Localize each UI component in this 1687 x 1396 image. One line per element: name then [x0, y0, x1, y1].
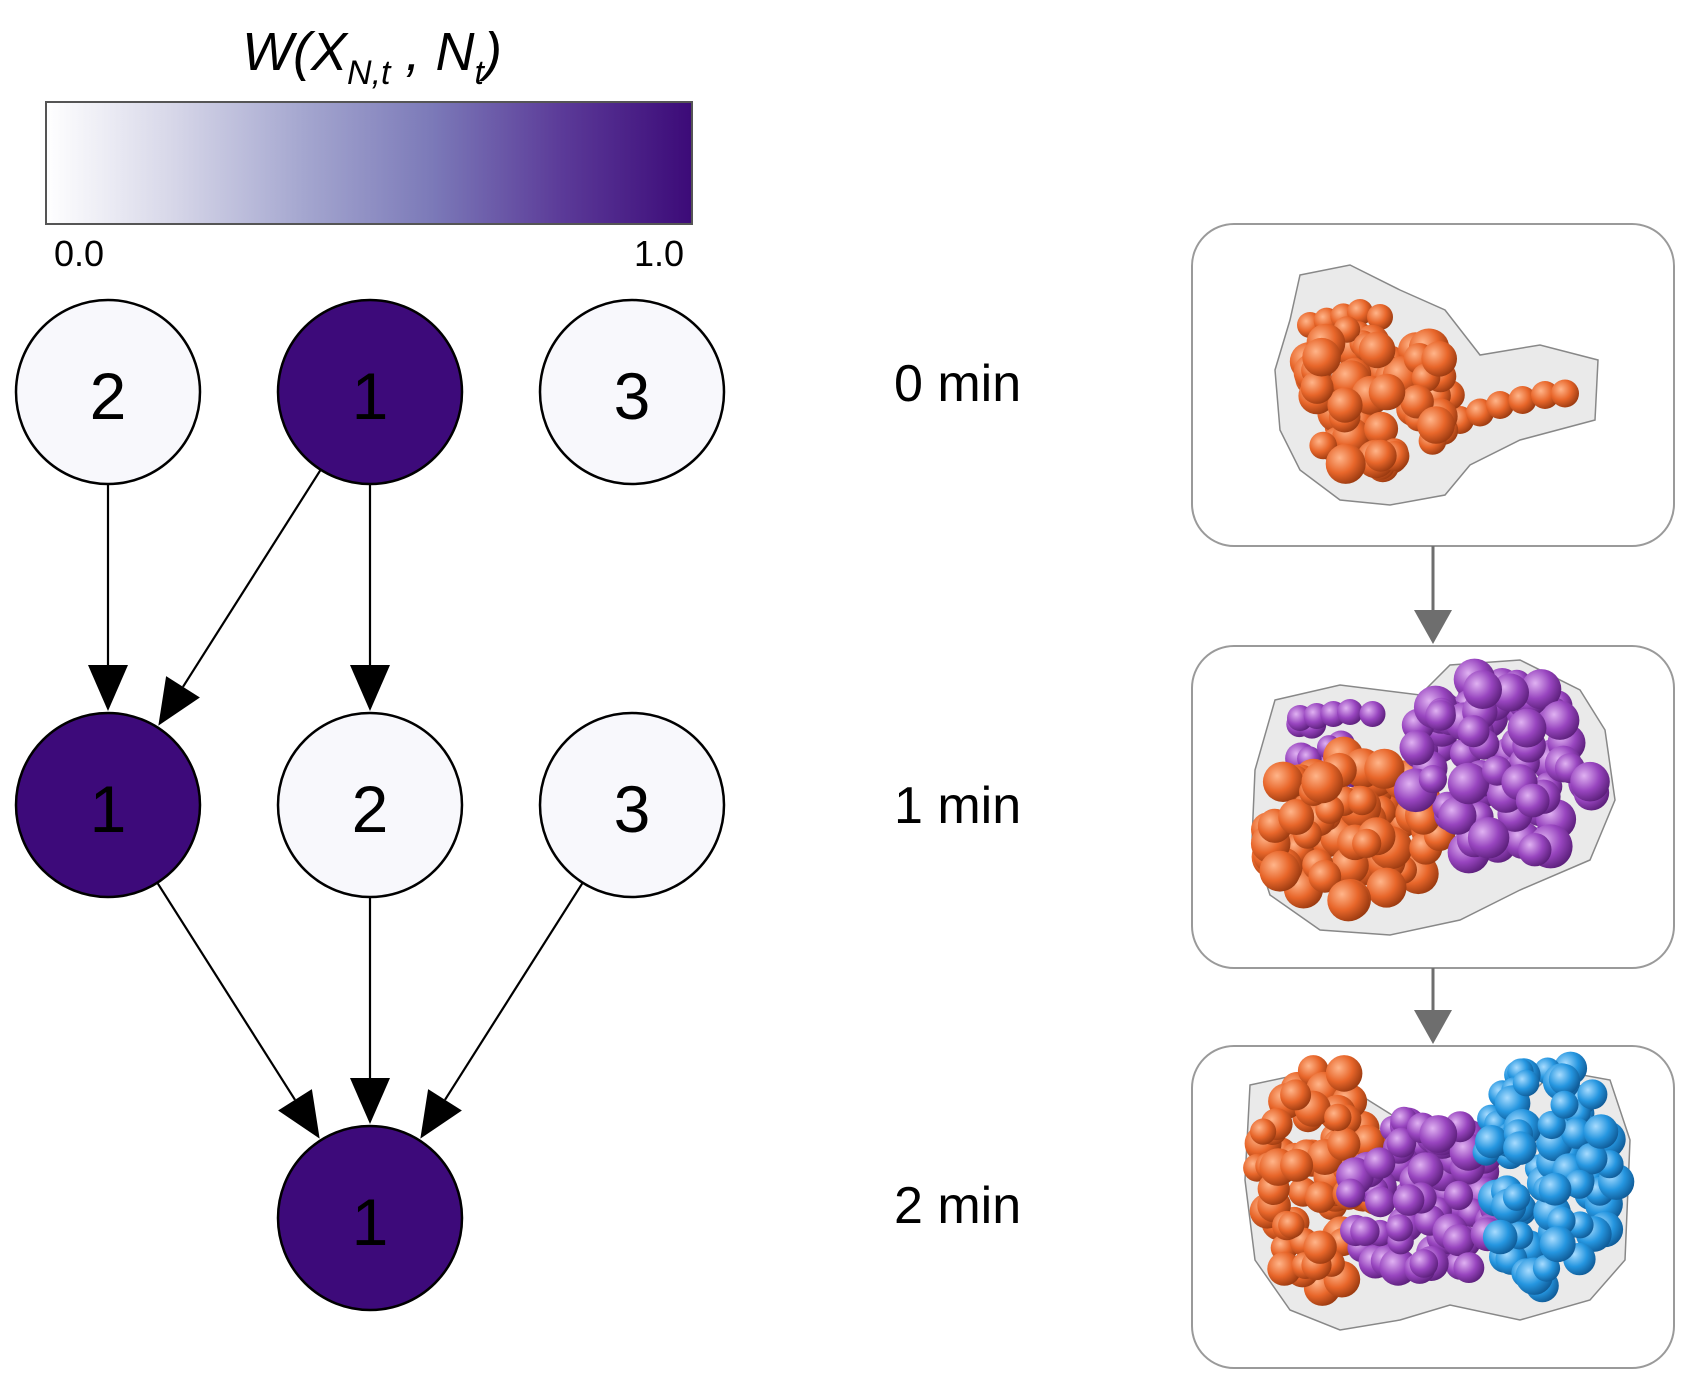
graph-node-label: 3 — [614, 359, 651, 433]
graph-edge-3 — [156, 882, 320, 1139]
box-arrow-1 — [1414, 968, 1452, 1044]
orange-purple-bead-structure-icon — [1250, 658, 1610, 922]
graph-node-label: 1 — [352, 1185, 389, 1259]
orange-bead-structure-icon — [1289, 299, 1579, 484]
graph-node-1-1: 2 — [276, 711, 464, 899]
graph-node-1-2: 3 — [538, 711, 726, 899]
time-label-2: 2 min — [894, 1177, 1021, 1235]
graph-node-0-1: 1 — [276, 298, 464, 486]
graph-node-1-0: 1 — [14, 711, 202, 899]
orange-purple-blue-bead-structure-icon — [1243, 1051, 1635, 1306]
graph-node-label: 3 — [614, 772, 651, 846]
time-label-0: 0 min — [894, 355, 1021, 413]
graph-node-label: 2 — [352, 772, 389, 846]
graph-node-0-0: 2 — [14, 298, 202, 486]
graph-edge-1 — [158, 469, 322, 726]
box-arrow-0 — [1414, 546, 1452, 644]
graph-node-0-2: 3 — [538, 298, 726, 486]
colorbar-title: W(XN,t , Nt) — [242, 22, 502, 92]
graph-edge-0 — [88, 484, 128, 711]
colorbar — [45, 101, 693, 225]
graph-edges — [88, 469, 584, 1139]
time-label-1: 1 min — [894, 777, 1021, 835]
graph-node-2-0: 1 — [276, 1124, 464, 1312]
graph-edge-2 — [350, 484, 390, 711]
graph-edge-4 — [350, 897, 390, 1124]
graph-edge-5 — [420, 882, 584, 1139]
graph-nodes: 2 1 3 1 2 3 1 — [14, 298, 726, 1312]
colorbar-max-label: 1.0 — [634, 233, 684, 274]
graph-node-label: 1 — [90, 772, 127, 846]
colorbar-min-label: 0.0 — [54, 233, 104, 274]
graph-node-label: 2 — [90, 359, 127, 433]
graph-node-label: 1 — [352, 359, 389, 433]
